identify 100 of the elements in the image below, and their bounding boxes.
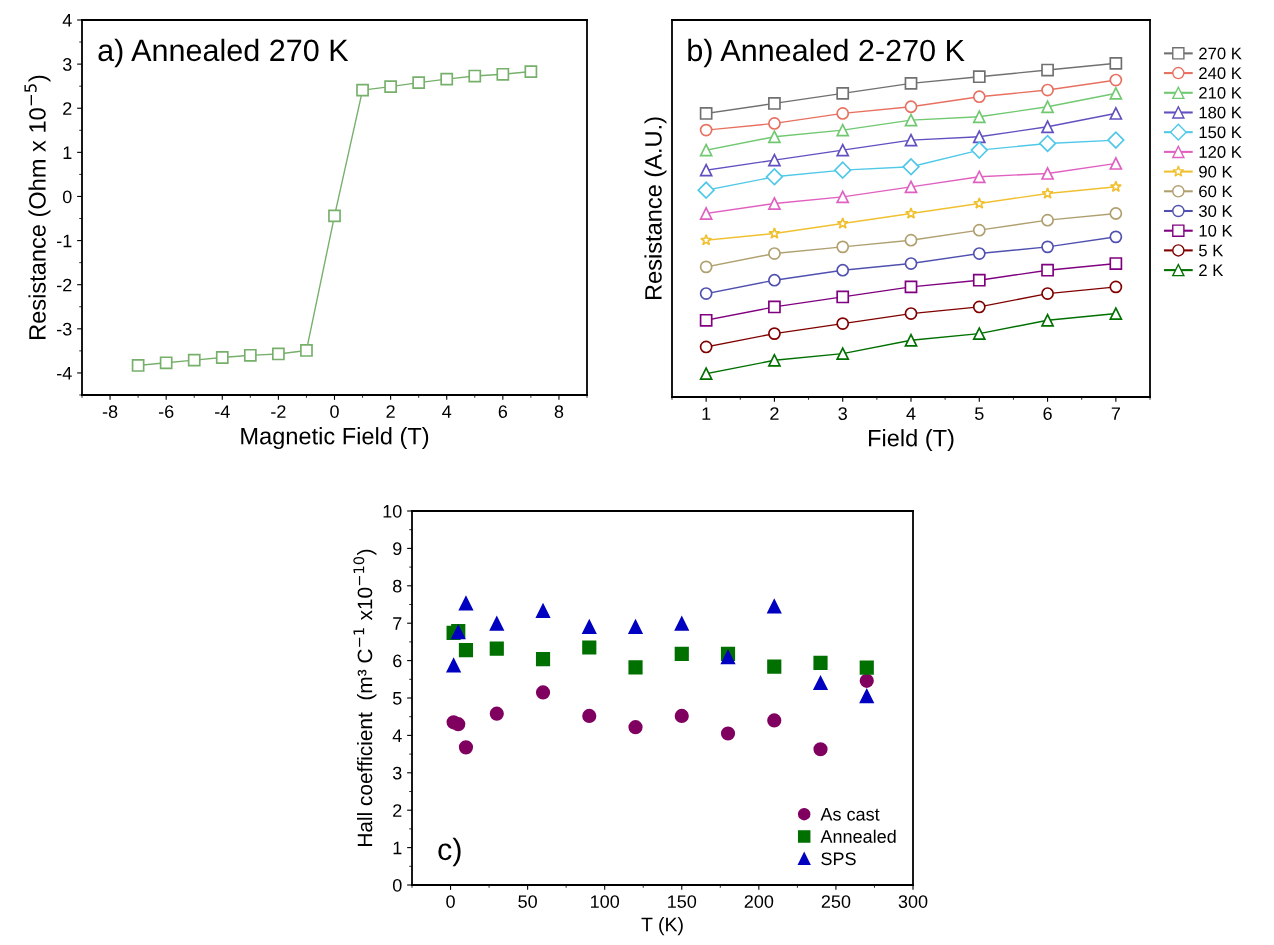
point xyxy=(813,675,828,691)
x-axis-title: T (K) xyxy=(641,917,683,936)
point xyxy=(1109,257,1123,270)
point xyxy=(1109,180,1122,193)
x-tick-label: 7 xyxy=(1111,407,1120,420)
y-tick-label: 9 xyxy=(393,542,402,556)
legend-label: 240 K xyxy=(1199,67,1242,80)
legend-label: 10 K xyxy=(1199,224,1233,237)
point xyxy=(768,273,781,287)
point xyxy=(700,233,713,246)
point xyxy=(813,655,828,670)
y-tick-label: 2 xyxy=(63,102,72,115)
point xyxy=(1109,230,1123,244)
point xyxy=(720,726,736,741)
point xyxy=(768,197,781,210)
point xyxy=(972,327,986,341)
point xyxy=(699,367,713,381)
legend-label: 270 K xyxy=(1199,47,1242,60)
point xyxy=(836,87,850,100)
point xyxy=(674,708,689,724)
point xyxy=(535,685,551,700)
point xyxy=(767,659,782,674)
point xyxy=(972,130,986,144)
point xyxy=(720,650,736,665)
point xyxy=(836,263,850,277)
legend-label: Annealed xyxy=(820,829,896,843)
x-tick-label: 2 xyxy=(770,407,779,420)
x-tick-label: -6 xyxy=(158,405,174,418)
point xyxy=(489,641,504,656)
x-tick-label: 6 xyxy=(498,405,508,418)
point xyxy=(628,660,643,675)
point xyxy=(1041,100,1054,114)
y-tick-label: 10 xyxy=(383,504,402,518)
point xyxy=(836,190,850,204)
text: a) Annealed 270 K xyxy=(98,38,349,68)
x-tick-label: 3 xyxy=(838,407,847,420)
point xyxy=(699,340,713,354)
point xyxy=(904,307,918,320)
y-tick-label: 1 xyxy=(393,841,402,855)
legend-label: As cast xyxy=(820,808,880,821)
y-tick-label: 5 xyxy=(392,692,402,705)
point xyxy=(699,313,713,327)
legend-label: SPS xyxy=(821,852,856,866)
point xyxy=(131,359,145,372)
point xyxy=(904,100,918,114)
point xyxy=(836,347,850,361)
x-tick-label: 50 xyxy=(518,895,537,908)
x-tick-label: 0 xyxy=(446,895,455,908)
y-tick-label: 0 xyxy=(62,190,72,204)
point xyxy=(1109,73,1123,87)
x-tick-label: 0 xyxy=(330,405,339,418)
legend-label: 90 K xyxy=(1199,165,1233,178)
y-tick-label: 3 xyxy=(62,58,72,71)
point xyxy=(972,223,986,237)
x-tick-label: 200 xyxy=(744,895,774,908)
point xyxy=(836,317,850,330)
point xyxy=(836,290,850,304)
y-tick-label: 4 xyxy=(62,14,72,27)
y-tick-label: 2 xyxy=(393,804,402,817)
point xyxy=(972,300,986,314)
point xyxy=(1041,187,1054,199)
point xyxy=(159,356,173,370)
x-tick-label: 8 xyxy=(554,405,564,418)
point xyxy=(699,123,713,137)
x-axis-title: Magnetic Field (T) xyxy=(241,427,429,450)
point xyxy=(468,69,482,83)
point xyxy=(904,257,918,270)
y-tick-label: 4 xyxy=(392,729,402,742)
point xyxy=(699,287,713,300)
point xyxy=(767,599,782,614)
point xyxy=(699,260,713,274)
point xyxy=(300,344,313,357)
point xyxy=(902,158,920,176)
y-axis-title: Hall coefficient (m³ C$^{−1}$ x10$^{−10}$) xyxy=(353,549,377,846)
point xyxy=(1041,120,1054,134)
point xyxy=(356,83,369,97)
legend-label: 210 K xyxy=(1199,86,1242,99)
x-tick-label: 250 xyxy=(821,895,851,908)
point xyxy=(1109,280,1123,294)
y-tick-label: -3 xyxy=(57,322,72,336)
point xyxy=(1109,87,1123,100)
point xyxy=(768,227,781,239)
y-tick-label: -4 xyxy=(57,367,72,380)
text: c) xyxy=(438,837,461,867)
point xyxy=(1109,307,1123,320)
point xyxy=(904,180,918,194)
x-tick-label: -4 xyxy=(215,405,230,418)
legend-label: 60 K xyxy=(1199,185,1233,198)
point xyxy=(582,619,597,635)
point xyxy=(836,240,850,254)
chart-title: b) Annealed 2-270 K xyxy=(688,38,965,68)
point xyxy=(904,333,918,347)
point xyxy=(271,347,285,361)
point xyxy=(972,110,986,124)
point xyxy=(1041,240,1054,254)
y-tick-label: 7 xyxy=(393,617,402,630)
point xyxy=(904,233,918,247)
point xyxy=(243,348,257,362)
point xyxy=(1038,134,1057,153)
point xyxy=(836,217,849,229)
